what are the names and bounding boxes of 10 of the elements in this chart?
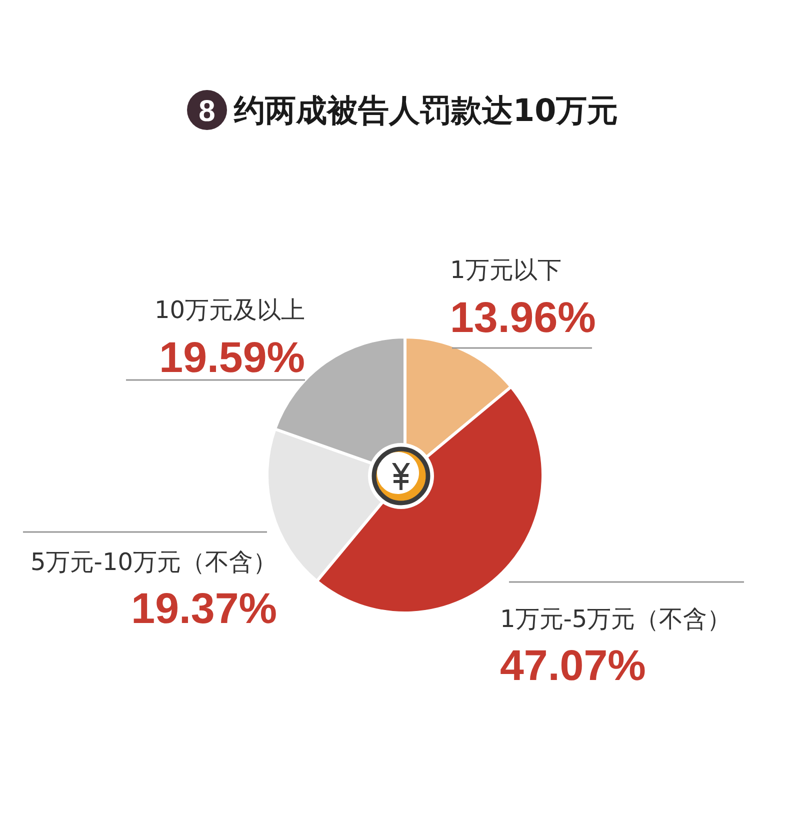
- data-label: 19.37%: [131, 585, 277, 633]
- slice-label: 5万元-10万元（不含）: [30, 548, 277, 576]
- slice-label: 1万元以下: [450, 256, 562, 284]
- data-label: 19.59%: [159, 334, 305, 382]
- data-label: 13.96%: [450, 294, 596, 342]
- slice-label: 10万元及以上: [154, 296, 305, 324]
- data-label: 47.07%: [500, 642, 646, 690]
- slice-label: 1万元-5万元（不含）: [500, 605, 732, 633]
- text: 8: [198, 95, 216, 128]
- chart-title: 约两成被告人罚款达10万元: [233, 93, 618, 129]
